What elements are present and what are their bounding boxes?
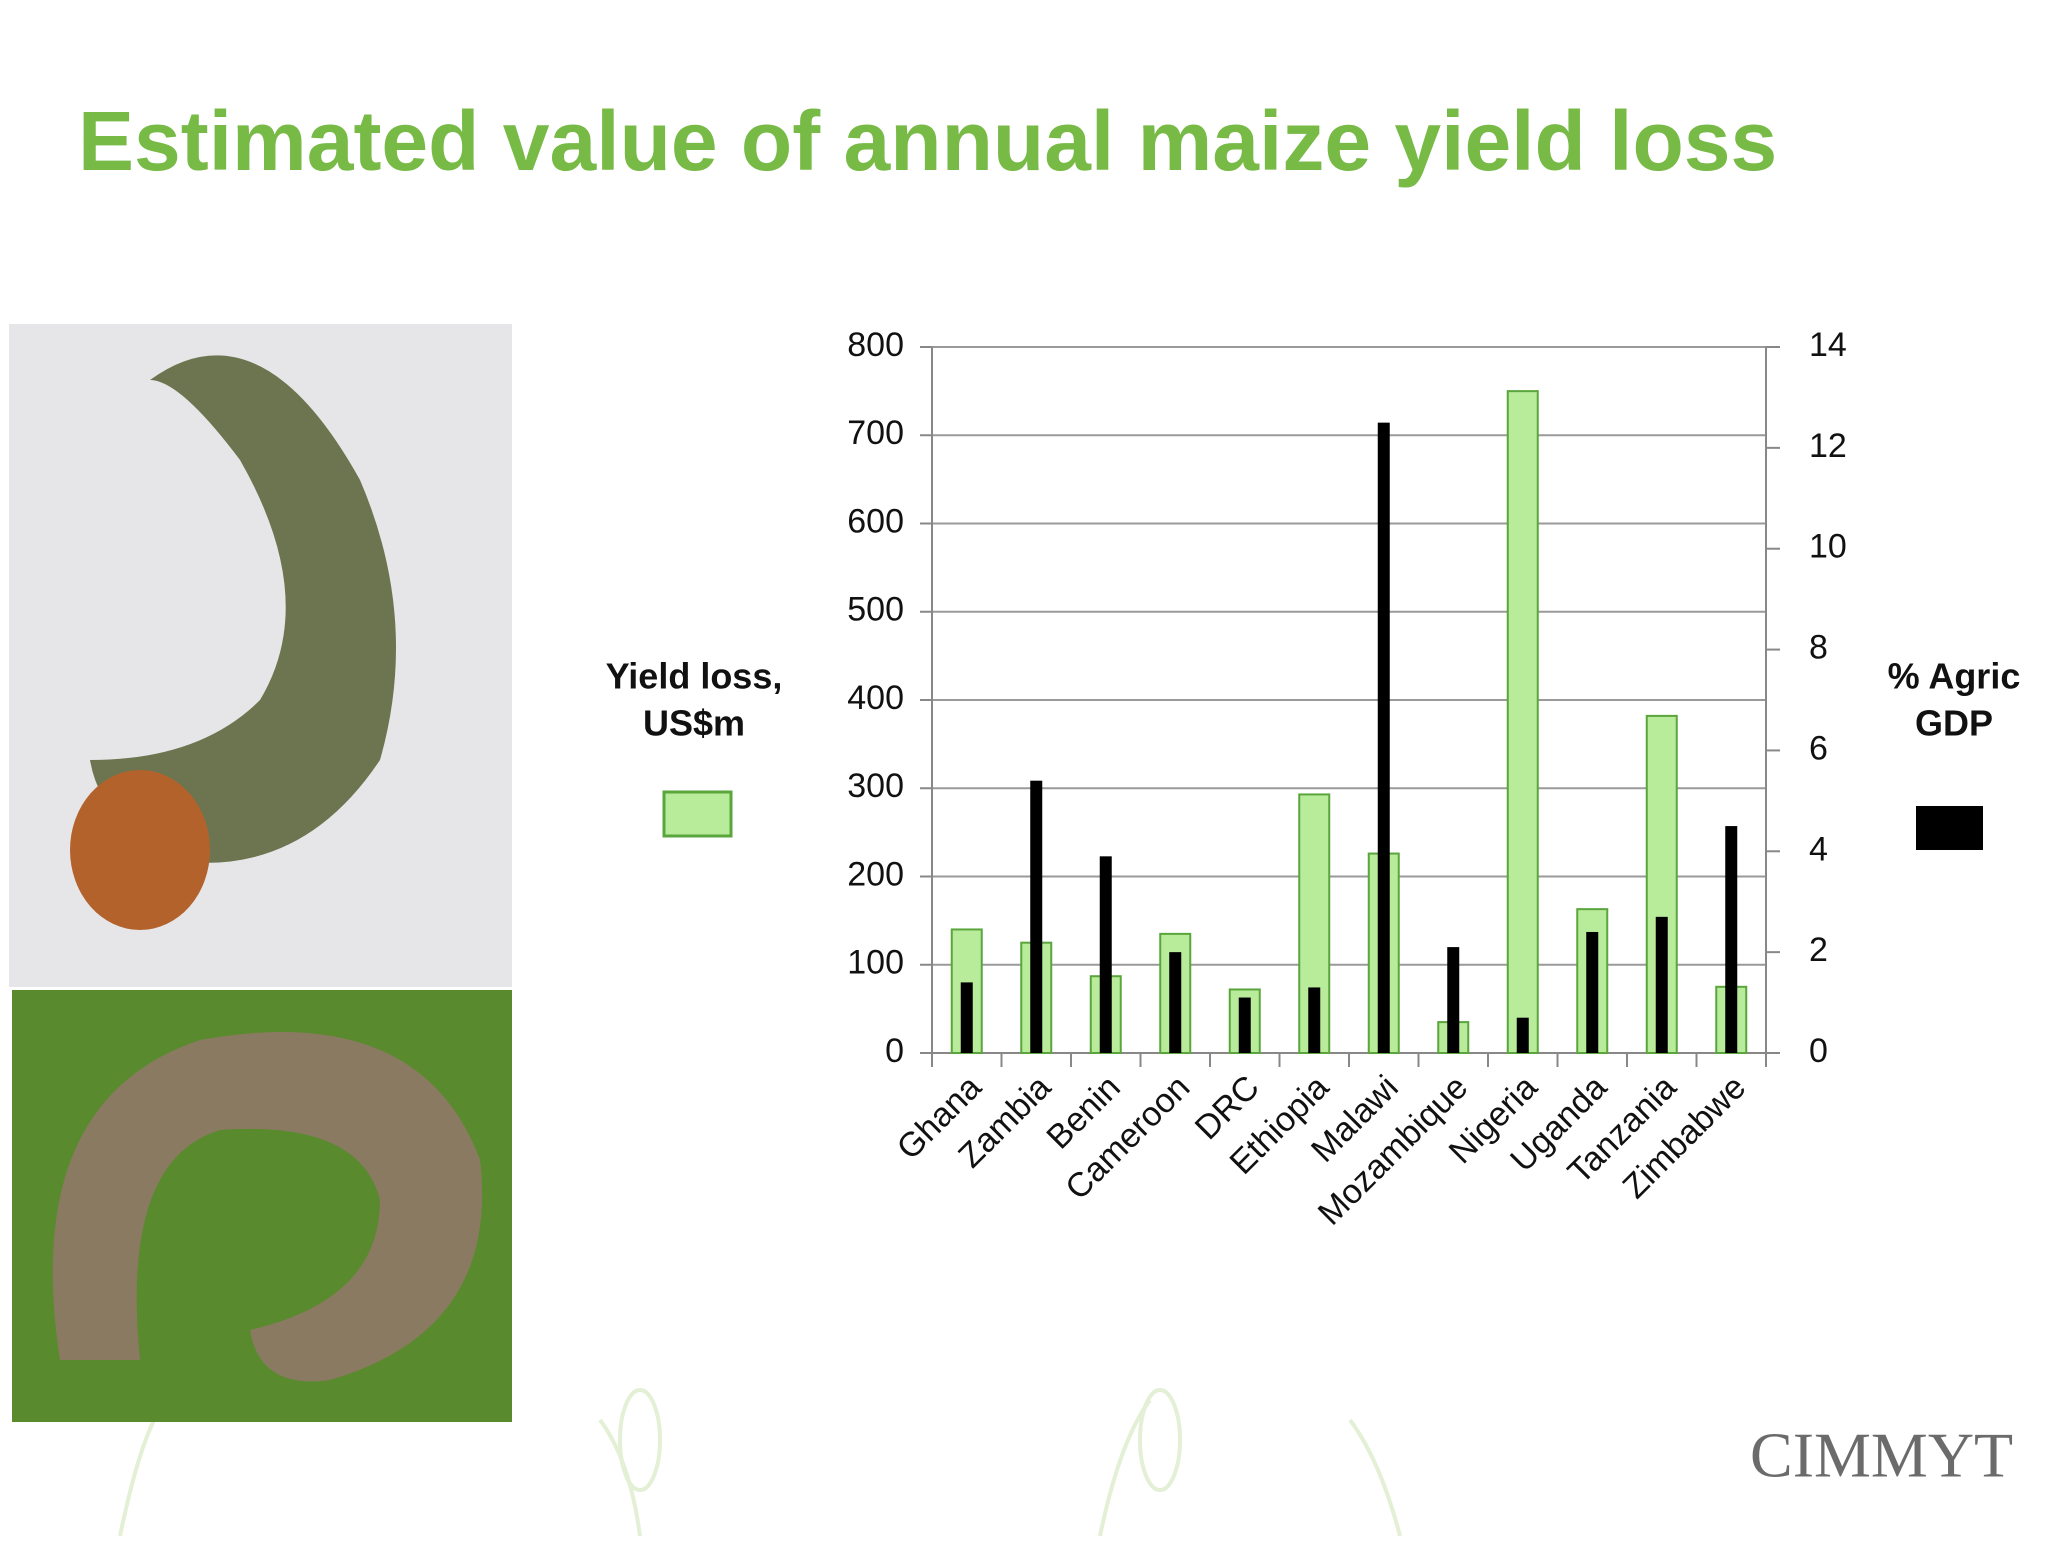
y-tick-label: 600 xyxy=(847,502,904,540)
y2-tick-label: 12 xyxy=(1809,427,1847,465)
photo-bottom xyxy=(12,990,512,1422)
y-tick-label: 500 xyxy=(847,591,904,629)
bar xyxy=(1377,422,1390,1054)
y2-tick-label: 10 xyxy=(1809,528,1847,566)
caterpillar xyxy=(90,355,396,863)
bar xyxy=(1506,390,1539,1054)
y2-axis-label: GDP xyxy=(1915,703,1993,744)
y-tick-label: 700 xyxy=(847,414,904,452)
y2-tick-label: 8 xyxy=(1809,629,1828,667)
photo-top xyxy=(9,324,512,987)
title: Estimated value of annual maize yield lo… xyxy=(78,94,1777,188)
bar xyxy=(1308,987,1321,1053)
y2-tick-label: 4 xyxy=(1809,830,1828,868)
y-tick-label: 200 xyxy=(847,855,904,893)
y-tick-label: 300 xyxy=(847,767,904,805)
y-tick-label: 0 xyxy=(885,1032,904,1070)
y-axis-label: Yield loss, xyxy=(606,656,783,697)
bar xyxy=(1238,997,1251,1053)
corn-decor xyxy=(1138,1388,1182,1492)
legend-swatch xyxy=(662,790,733,838)
legend-swatch xyxy=(1916,806,1983,850)
y-tick-label: 400 xyxy=(847,679,904,717)
y2-tick-label: 6 xyxy=(1809,729,1828,767)
caterpillar-head xyxy=(70,770,210,930)
logo: CIMMYT xyxy=(1750,1420,2013,1491)
bar xyxy=(1169,952,1182,1053)
y-axis-label: US$m xyxy=(643,703,745,744)
y-tick-label: 800 xyxy=(847,326,904,364)
caterpillar xyxy=(52,1032,483,1382)
bar xyxy=(1447,947,1460,1053)
corn-decor xyxy=(618,1388,662,1492)
y2-axis-label: % Agric xyxy=(1888,656,2021,697)
bar xyxy=(1725,826,1738,1053)
bar xyxy=(1099,856,1112,1053)
bar xyxy=(1516,1017,1529,1053)
y2-tick-label: 2 xyxy=(1809,931,1828,969)
bar xyxy=(960,982,973,1053)
bar xyxy=(1030,780,1043,1053)
y2-tick-label: 0 xyxy=(1809,1032,1828,1070)
y2-tick-label: 14 xyxy=(1809,326,1847,364)
decor xyxy=(118,1388,1402,1537)
y-tick-label: 100 xyxy=(847,944,904,982)
bar xyxy=(1655,916,1668,1053)
bar xyxy=(1586,931,1599,1053)
